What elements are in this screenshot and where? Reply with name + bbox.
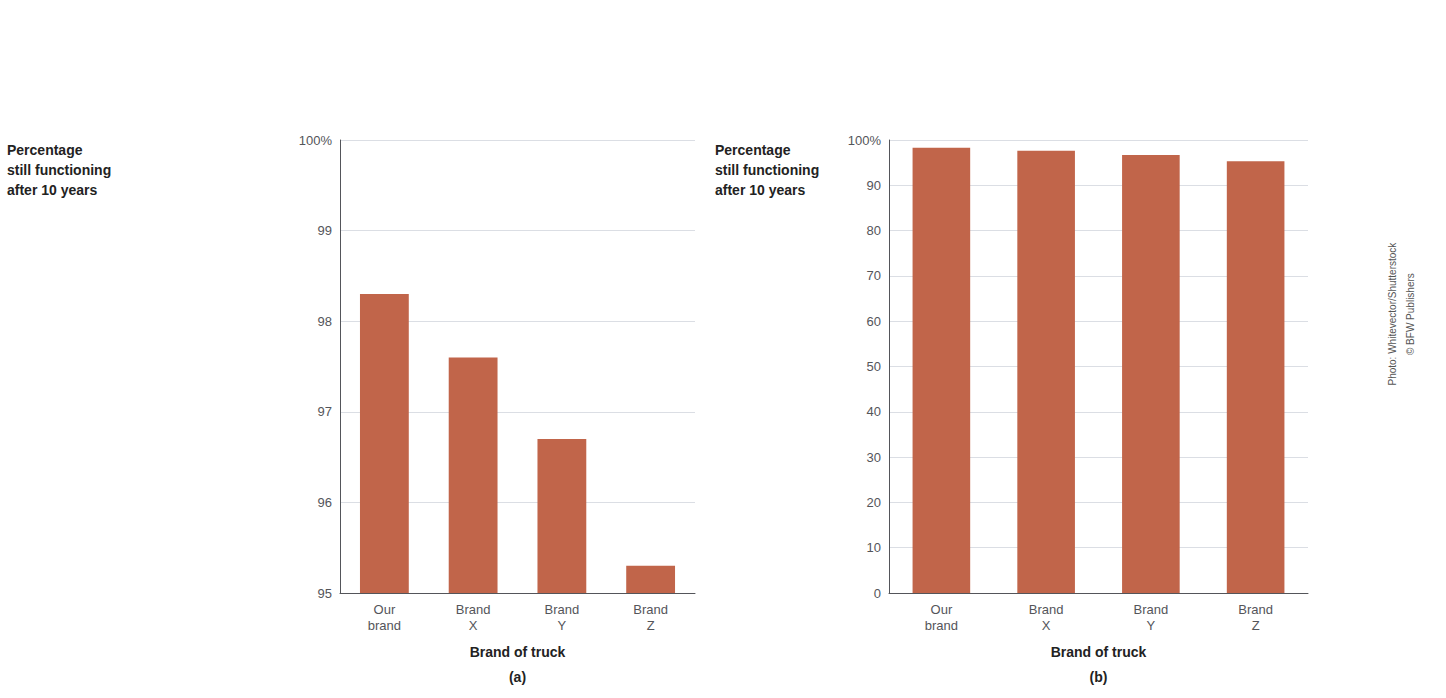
svg-text:Photo: Whitevector/Shutterstoc: Photo: Whitevector/Shutterstock xyxy=(1387,242,1398,386)
svg-text:Our: Our xyxy=(374,602,396,617)
svg-text:Percentage: Percentage xyxy=(715,142,791,158)
svg-text:50: 50 xyxy=(867,359,881,374)
svg-text:98: 98 xyxy=(318,314,332,329)
svg-text:still functioning: still functioning xyxy=(715,162,819,178)
svg-text:Y: Y xyxy=(558,618,567,633)
svg-text:70: 70 xyxy=(867,268,881,283)
svg-text:95: 95 xyxy=(318,586,332,601)
svg-text:0: 0 xyxy=(874,586,881,601)
svg-text:96: 96 xyxy=(318,495,332,510)
svg-text:97: 97 xyxy=(318,404,332,419)
svg-text:after 10 years: after 10 years xyxy=(7,182,98,198)
svg-text:brand: brand xyxy=(368,618,401,633)
svg-text:20: 20 xyxy=(867,495,881,510)
svg-text:100%: 100% xyxy=(299,133,333,148)
svg-text:still functioning: still functioning xyxy=(7,162,111,178)
svg-text:Brand of truck: Brand of truck xyxy=(1051,644,1147,660)
svg-text:10: 10 xyxy=(867,540,881,555)
svg-text:Y: Y xyxy=(1147,618,1156,633)
svg-text:80: 80 xyxy=(867,223,881,238)
svg-text:Brand: Brand xyxy=(456,602,491,617)
svg-text:Brand: Brand xyxy=(1134,602,1169,617)
svg-text:60: 60 xyxy=(867,314,881,329)
svg-text:brand: brand xyxy=(925,618,958,633)
svg-text:Our: Our xyxy=(931,602,953,617)
svg-text:Brand: Brand xyxy=(1238,602,1273,617)
svg-text:Brand of truck: Brand of truck xyxy=(470,644,566,660)
svg-text:Brand: Brand xyxy=(633,602,668,617)
svg-text:(a): (a) xyxy=(509,669,526,685)
svg-text:Brand: Brand xyxy=(1029,602,1064,617)
svg-text:40: 40 xyxy=(867,404,881,419)
svg-text:(b): (b) xyxy=(1090,669,1108,685)
svg-text:100%: 100% xyxy=(848,133,882,148)
svg-text:Brand: Brand xyxy=(545,602,580,617)
svg-text:99: 99 xyxy=(318,223,332,238)
svg-text:Z: Z xyxy=(1252,618,1260,633)
svg-text:© BFW Publishers: © BFW Publishers xyxy=(1405,273,1416,355)
svg-text:X: X xyxy=(1042,618,1051,633)
svg-text:X: X xyxy=(469,618,478,633)
svg-text:Z: Z xyxy=(647,618,655,633)
svg-text:after 10 years: after 10 years xyxy=(715,182,806,198)
svg-text:90: 90 xyxy=(867,178,881,193)
svg-text:Percentage: Percentage xyxy=(7,142,83,158)
svg-text:30: 30 xyxy=(867,450,881,465)
